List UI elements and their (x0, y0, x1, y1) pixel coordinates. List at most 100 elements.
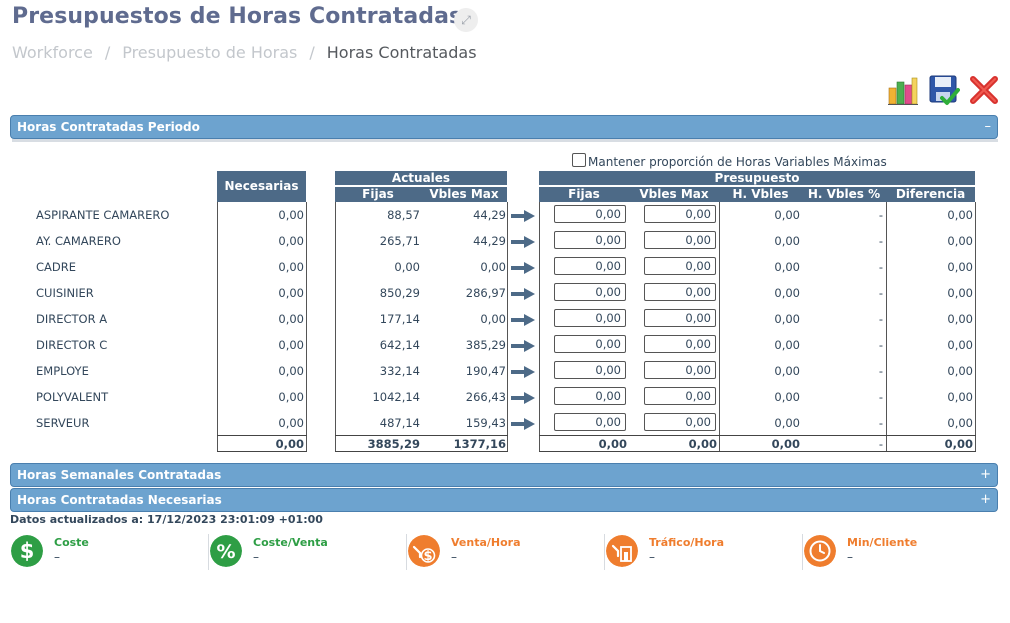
panel-divider (12, 139, 998, 142)
svg-text:%: % (216, 541, 235, 563)
totals-line (335, 435, 508, 436)
presupuesto-fijas-input[interactable]: 0,00 (554, 309, 626, 327)
checkbox-label: Mantener proporción de Horas Variables M… (588, 155, 887, 169)
breadcrumb-separator: / (104, 43, 111, 62)
h-vbles-value: 0,00 (774, 260, 800, 274)
total-necesarias: 0,00 (275, 437, 304, 451)
actuales-header: Actuales (335, 171, 507, 186)
diferencia-header: Diferencia (886, 187, 975, 202)
maintain-proportion-checkbox[interactable] (572, 153, 586, 167)
panel-header-necesarias[interactable]: Horas Contratadas Necesarias + (10, 488, 998, 512)
breadcrumb-workforce[interactable]: Workforce (12, 43, 93, 62)
h-vbles-value: 0,00 (774, 208, 800, 222)
copy-arrow-icon[interactable] (510, 338, 536, 352)
diferencia-value: 0,00 (947, 416, 973, 430)
necesarias-header: Necesarias (217, 171, 306, 202)
presupuesto-vbles-input[interactable]: 0,00 (644, 413, 716, 431)
necesarias-value: 0,00 (278, 234, 304, 248)
chart-icon[interactable] (887, 74, 919, 106)
presupuesto-vbles-input[interactable]: 0,00 (644, 257, 716, 275)
actual-vbles-value: 385,29 (465, 338, 506, 352)
percent-icon: % (210, 535, 242, 567)
panel-header-periodo[interactable]: Horas Contratadas Periodo – (10, 115, 998, 139)
expand-toggle[interactable]: + (980, 467, 991, 482)
presupuesto-vbles-input[interactable]: 0,00 (644, 231, 716, 249)
presupuesto-fijas-input[interactable]: 0,00 (554, 361, 626, 379)
total-diferencia: 0,00 (944, 437, 973, 451)
diferencia-value: 0,00 (947, 390, 973, 404)
actual-fijas-value: 642,14 (379, 338, 420, 352)
presupuesto-vbles-input[interactable]: 0,00 (644, 205, 716, 223)
presupuesto-vbles-input[interactable]: 0,00 (644, 335, 716, 353)
row-label: POLYVALENT (36, 390, 109, 404)
totals-line (217, 451, 307, 452)
grid-line (886, 202, 887, 452)
presupuesto-fijas-input[interactable]: 0,00 (554, 205, 626, 223)
h-vbles-pct-value: - (878, 364, 883, 378)
expand-icon[interactable]: ⤢ (454, 8, 478, 32)
grid-line (507, 202, 508, 452)
dollar-icon: $ (11, 535, 43, 567)
h-vbles-value: 0,00 (774, 234, 800, 248)
panel-title: Horas Semanales Contratadas (17, 468, 222, 482)
kpi-value-coste: – (54, 550, 60, 564)
diferencia-value: 0,00 (947, 208, 973, 222)
presupuesto-fijas-input[interactable]: 0,00 (554, 283, 626, 301)
presupuesto-fijas-input[interactable]: 0,00 (554, 387, 626, 405)
actual-vbles-value: 266,43 (465, 390, 506, 404)
grid-line (719, 202, 720, 452)
actual-vbles-value: 286,97 (465, 286, 506, 300)
h-vbles-value: 0,00 (774, 390, 800, 404)
kpi-separator (604, 534, 605, 570)
svg-text:$: $ (423, 549, 432, 564)
copy-arrow-icon[interactable] (510, 260, 536, 274)
grid-line (975, 202, 976, 452)
breadcrumb-separator: / (309, 43, 315, 62)
h-vbles-pct-value: - (878, 286, 883, 300)
h-vbles-pct-value: - (878, 312, 883, 326)
diferencia-value: 0,00 (947, 286, 973, 300)
presupuesto-vbles-input[interactable]: 0,00 (644, 361, 716, 379)
totals-line (539, 451, 976, 452)
h-vbles-pct-header: H. Vbles % (802, 187, 886, 202)
presupuesto-vbles-input[interactable]: 0,00 (644, 283, 716, 301)
total-p-vbles: 0,00 (688, 437, 717, 451)
diferencia-value: 0,00 (947, 234, 973, 248)
updated-timestamp: Datos actualizados a: 17/12/2023 23:01:0… (10, 513, 323, 526)
actual-fijas-value: 88,57 (387, 208, 420, 222)
door-walk-icon (606, 535, 638, 567)
kpi-label-coste-venta: Coste/Venta (253, 536, 328, 549)
presupuesto-fijas-input[interactable]: 0,00 (554, 335, 626, 353)
grid-line (335, 202, 336, 452)
presupuesto-fijas-input[interactable]: 0,00 (554, 257, 626, 275)
actual-vbles-value: 190,47 (465, 364, 506, 378)
kpi-value-venta-hora: – (451, 550, 457, 564)
h-vbles-pct-value: - (878, 416, 883, 430)
presupuesto-fijas-input[interactable]: 0,00 (554, 413, 626, 431)
presupuesto-vbles-input[interactable]: 0,00 (644, 309, 716, 327)
collapse-toggle[interactable]: – (984, 119, 992, 134)
copy-arrow-icon[interactable] (510, 286, 536, 300)
presupuesto-vbles-input[interactable]: 0,00 (644, 387, 716, 405)
grid-line (306, 202, 307, 452)
copy-arrow-icon[interactable] (510, 364, 536, 378)
copy-arrow-icon[interactable] (510, 234, 536, 248)
copy-arrow-icon[interactable] (510, 390, 536, 404)
kpi-label-venta-hora: Venta/Hora (451, 536, 521, 549)
copy-arrow-icon[interactable] (510, 312, 536, 326)
expand-toggle[interactable]: + (980, 492, 991, 507)
breadcrumb-presupuesto[interactable]: Presupuesto de Horas (122, 43, 298, 62)
presupuesto-header: Presupuesto (539, 171, 975, 186)
save-icon[interactable] (928, 74, 960, 106)
row-label: CADRE (36, 260, 77, 274)
panel-header-semanales[interactable]: Horas Semanales Contratadas + (10, 463, 998, 487)
close-icon[interactable] (968, 74, 1000, 106)
copy-arrow-icon[interactable] (510, 416, 536, 430)
h-vbles-pct-value: - (878, 260, 883, 274)
presupuesto-fijas-input[interactable]: 0,00 (554, 231, 626, 249)
copy-arrow-icon[interactable] (510, 208, 536, 222)
presupuesto-fijas-header: Fijas (539, 187, 629, 202)
h-vbles-pct-value: - (878, 390, 883, 404)
diferencia-value: 0,00 (947, 364, 973, 378)
kpi-value-coste-venta: – (253, 550, 259, 564)
